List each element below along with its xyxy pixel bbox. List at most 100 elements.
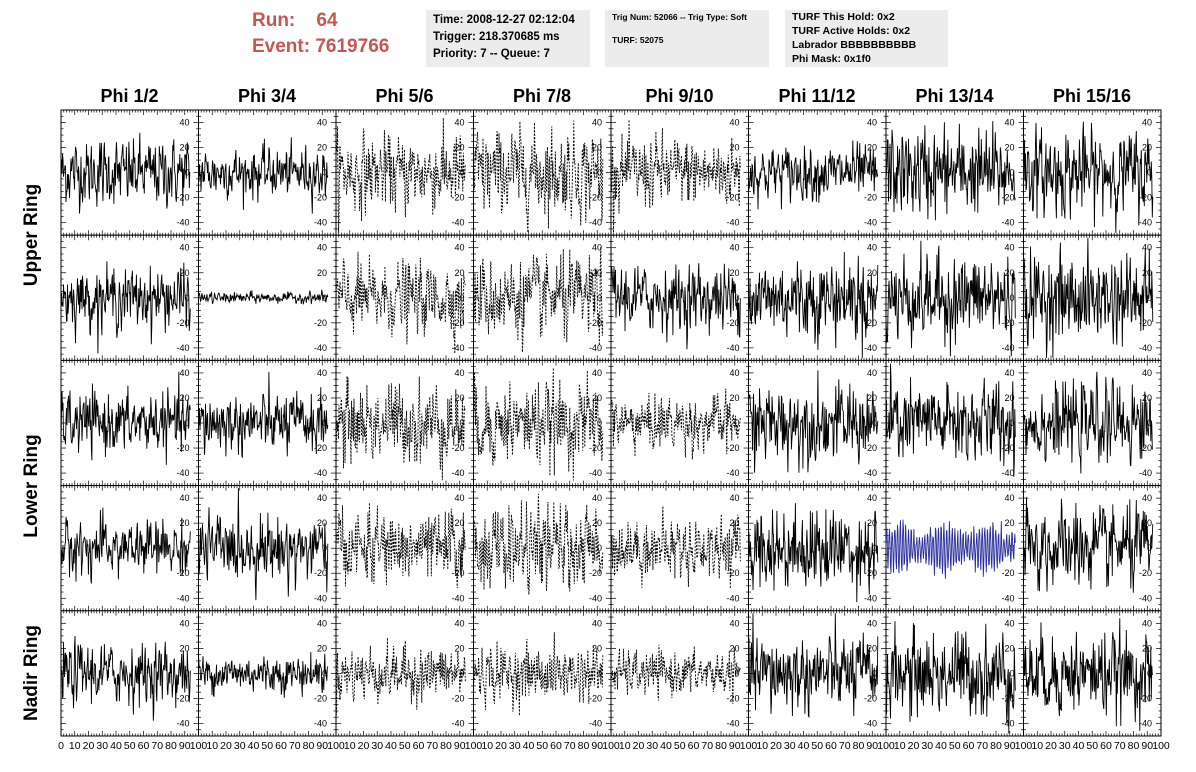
y-tick-label: -20	[176, 318, 189, 328]
panel-frame	[198, 109, 337, 236]
y-tick-label: -40	[726, 218, 739, 228]
y-tick-label: -40	[589, 593, 602, 603]
y-tick-label: 20	[454, 143, 464, 153]
y-tick-label: -40	[314, 593, 327, 603]
y-tick-label: 40	[1142, 493, 1152, 503]
y-tick-label: -20	[589, 193, 602, 203]
trig-num-text: Trig Num: 52066 -- Trig Type: Soft	[612, 12, 747, 22]
y-tick-label: -40	[589, 468, 602, 478]
y-tick-label: 20	[867, 268, 877, 278]
y-tick-label: -40	[1139, 593, 1152, 603]
y-tick-label: -40	[1001, 593, 1014, 603]
y-tick-label: -20	[1139, 193, 1152, 203]
y-tick-label: 20	[317, 143, 327, 153]
y-tick-label: 40	[454, 368, 464, 378]
column-header: Phi 1/2	[100, 86, 159, 106]
y-tick-label: -40	[589, 218, 602, 228]
y-tick-label: -20	[864, 318, 877, 328]
priority-text: Priority: 7 -- Queue: 7	[433, 48, 550, 60]
y-tick-label: 40	[867, 118, 877, 128]
y-tick-label: -20	[726, 318, 739, 328]
waveform-trace	[885, 121, 1016, 221]
y-tick-label: -20	[314, 193, 327, 203]
y-tick-label: -40	[1139, 218, 1152, 228]
y-tick-label: -40	[451, 593, 464, 603]
time-info-box: Time: 2008-12-27 02:12:04 Trigger: 218.3…	[426, 10, 590, 67]
y-tick-label: 20	[179, 268, 189, 278]
y-tick-label: 40	[179, 243, 189, 253]
y-tick-label: -20	[1139, 568, 1152, 578]
y-tick-label: 20	[1004, 393, 1014, 403]
y-tick-label: 40	[1142, 368, 1152, 378]
waveform-trace	[1023, 497, 1154, 593]
y-tick-label: -40	[314, 468, 327, 478]
y-tick-label: 0	[322, 293, 327, 303]
y-tick-label: -20	[726, 443, 739, 453]
waveform-trace	[885, 363, 1016, 477]
y-tick-label: -20	[1139, 443, 1152, 453]
column-header: Phi 5/6	[375, 86, 434, 106]
waveform-trace	[60, 371, 191, 465]
y-tick-label: 0	[1147, 293, 1152, 303]
y-tick-label: 0	[1009, 168, 1014, 178]
y-tick-label: 40	[1004, 243, 1014, 253]
y-tick-label: 20	[454, 268, 464, 278]
y-tick-label: 20	[454, 518, 464, 528]
y-tick-label: 0	[184, 418, 189, 428]
column-header: Phi 7/8	[512, 86, 572, 106]
y-tick-label: 20	[454, 393, 464, 403]
column-header: Phi 3/4	[237, 86, 297, 106]
y-tick-label: 0	[597, 168, 602, 178]
waveform-trace	[473, 120, 604, 233]
y-tick-label: -40	[864, 343, 877, 353]
y-tick-label: 20	[317, 393, 327, 403]
y-tick-label: 20	[867, 518, 877, 528]
y-tick-label: -40	[451, 218, 464, 228]
y-tick-label: 20	[317, 268, 327, 278]
y-tick-label: 40	[317, 493, 327, 503]
waveform-trace	[60, 261, 191, 354]
turf-active-holds-text: TURF Active Holds: 0x2	[792, 25, 911, 37]
waveform-trace	[748, 140, 879, 210]
run-event-block: Run: 64 Event: 7619766	[252, 8, 422, 60]
y-tick-label: -20	[314, 318, 327, 328]
y-tick-label: -20	[589, 568, 602, 578]
y-tick-label: -20	[1001, 568, 1014, 578]
y-tick-label: -20	[314, 443, 327, 453]
y-tick-label: 40	[592, 493, 602, 503]
y-tick-label: 40	[592, 118, 602, 128]
y-tick-label: 40	[317, 368, 327, 378]
y-tick-label: -40	[1139, 343, 1152, 353]
y-tick-label: -40	[176, 593, 189, 603]
y-tick-label: 20	[1142, 268, 1152, 278]
y-tick-label: 0	[184, 168, 189, 178]
y-tick-label: 0	[597, 293, 602, 303]
y-tick-label: -40	[864, 218, 877, 228]
y-tick-label: 0	[1009, 543, 1014, 553]
y-tick-label: 0	[734, 543, 739, 553]
y-tick-label: -40	[726, 468, 739, 478]
waveform-trace	[335, 375, 466, 481]
y-tick-label: 40	[179, 118, 189, 128]
run-label: Run:	[252, 10, 296, 31]
y-tick-label: 20	[1004, 268, 1014, 278]
event-value: 7619766	[315, 36, 390, 57]
turf-text: TURF: 52075	[612, 35, 664, 45]
trigger-text: Trigger: 218.370685 ms	[433, 31, 560, 43]
y-tick-label: -40	[314, 218, 327, 228]
y-tick-label: 0	[734, 418, 739, 428]
waveform-trace	[60, 132, 191, 214]
